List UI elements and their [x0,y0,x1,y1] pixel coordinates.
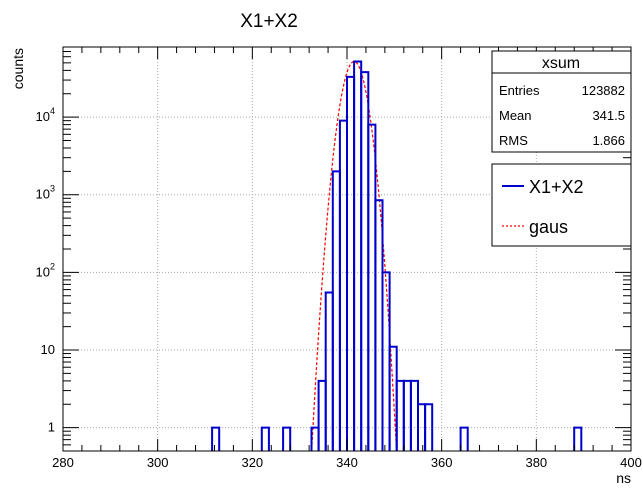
y-tick-exponent: 4 [50,106,55,116]
stats-box: xsum Entries 123882 Mean 341.5 RMS 1.866 [491,50,632,153]
histogram-bin [282,426,292,451]
histogram-bin [317,379,327,451]
x-tick-label: 380 [525,455,547,470]
histogram-bin [360,71,370,451]
x-tick-label: 360 [431,455,453,470]
stats-rms-label: RMS [499,133,528,148]
y-tick-exponent: 2 [50,261,55,271]
histogram-bin [381,271,391,451]
histogram-bin [367,123,377,451]
legend: X1+X2 gaus [491,163,632,247]
histogram-bin [338,119,348,451]
chart-title: X1+X2 [240,11,298,32]
stats-rms-value: 1.866 [592,133,625,148]
legend-label-x1-x2: X1+X2 [529,177,584,197]
x-tick-label: 340 [336,455,358,470]
y-tick-label: 103 [36,184,55,202]
y-tick-base: 10 [36,187,50,202]
histogram-bin [346,75,356,451]
stats-mean-label: Mean [499,108,532,123]
histogram-bin [402,379,412,451]
legend-label-gaus: gaus [529,217,568,237]
y-axis-label: counts [10,48,26,89]
y-tick-label: 104 [36,106,55,124]
stats-box-frame [491,50,632,153]
legend-frame [491,163,632,247]
histogram-bin [260,426,270,451]
histogram-bin [409,379,419,451]
x-tick-label: 320 [241,455,263,470]
stats-entries-label: Entries [499,83,540,98]
stats-box-title: xsum [542,55,580,72]
histogram-bin [459,426,469,451]
histogram-bin [353,60,363,451]
y-tick-label: 102 [36,261,55,279]
y-tick-label: 10 [41,342,55,357]
stats-mean-value: 341.5 [592,108,625,123]
histogram-bin [374,199,384,451]
histogram-bin [324,291,334,451]
x-tick-label: 280 [52,455,74,470]
y-tick-base: 10 [36,109,50,124]
stats-entries-value: 123882 [582,83,625,98]
histogram-bin [424,403,434,451]
y-tick-base: 10 [36,264,50,279]
y-tick-base: 10 [41,342,55,357]
histogram-bin [417,403,427,451]
x-tick-label: 400 [620,455,642,470]
histogram-bin [395,379,405,451]
x-tick-label: 300 [147,455,169,470]
y-tick-exponent: 3 [50,184,55,194]
histogram-bin [573,426,583,451]
y-tick-base: 1 [48,420,55,435]
y-tick-label: 1 [48,420,55,435]
x-tick-labels: 280 300 320 340 360 380 400 [52,455,642,470]
histogram-layer [211,60,583,451]
x-axis-label: ns [616,470,631,486]
histogram-bin [331,170,341,451]
histogram-bin [211,426,221,451]
